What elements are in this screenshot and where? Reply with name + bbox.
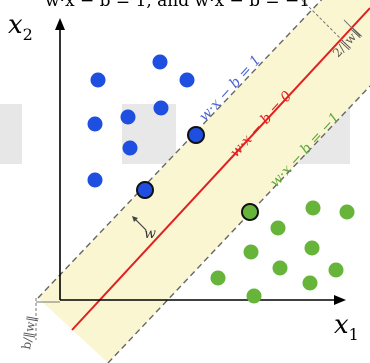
green-point xyxy=(243,244,259,260)
blue-point xyxy=(90,72,106,88)
blue-point xyxy=(120,109,136,125)
normal-vector-label: w xyxy=(144,226,156,242)
margin-fill xyxy=(38,0,370,363)
margin-width-arrow xyxy=(301,0,347,45)
caption-fragment: w·x − b = 1, and w·x − b = −1 xyxy=(45,0,310,11)
y-axis-label: x2 xyxy=(8,10,33,44)
green-support-vector xyxy=(241,203,259,221)
normal-vector: w xyxy=(132,216,156,242)
green-point xyxy=(328,262,344,278)
blue-point xyxy=(153,100,169,116)
green-point xyxy=(272,260,288,276)
lower-margin-line xyxy=(107,85,370,363)
blue-point xyxy=(87,116,103,132)
green-point xyxy=(305,200,321,216)
blue-support-vector xyxy=(136,181,154,199)
blue-point xyxy=(87,172,103,188)
green-point xyxy=(339,204,355,220)
green-point xyxy=(304,240,320,256)
x-axis-arrow-icon xyxy=(334,295,346,305)
margin-width-tick xyxy=(343,19,361,37)
class-a-points xyxy=(87,54,205,199)
green-point xyxy=(270,220,286,236)
watermark-block xyxy=(0,104,22,164)
x-axis-label: x1 xyxy=(334,310,359,344)
blue-point xyxy=(179,72,195,88)
blue-point xyxy=(122,140,138,156)
y-axis-arrow-icon xyxy=(55,18,65,30)
blue-support-vector xyxy=(187,126,205,144)
green-point xyxy=(246,288,262,304)
blue-point xyxy=(152,54,168,70)
green-point xyxy=(302,275,318,291)
axes: x2 x1 xyxy=(8,10,359,344)
offset-label: b/‖w‖ xyxy=(19,315,39,351)
decision-boundary-line xyxy=(71,7,370,331)
green-point xyxy=(210,270,226,286)
class-b-points xyxy=(210,200,355,304)
offset-annotation: b/‖w‖ xyxy=(19,298,60,351)
normal-vector-arrowhead-icon xyxy=(132,216,138,222)
